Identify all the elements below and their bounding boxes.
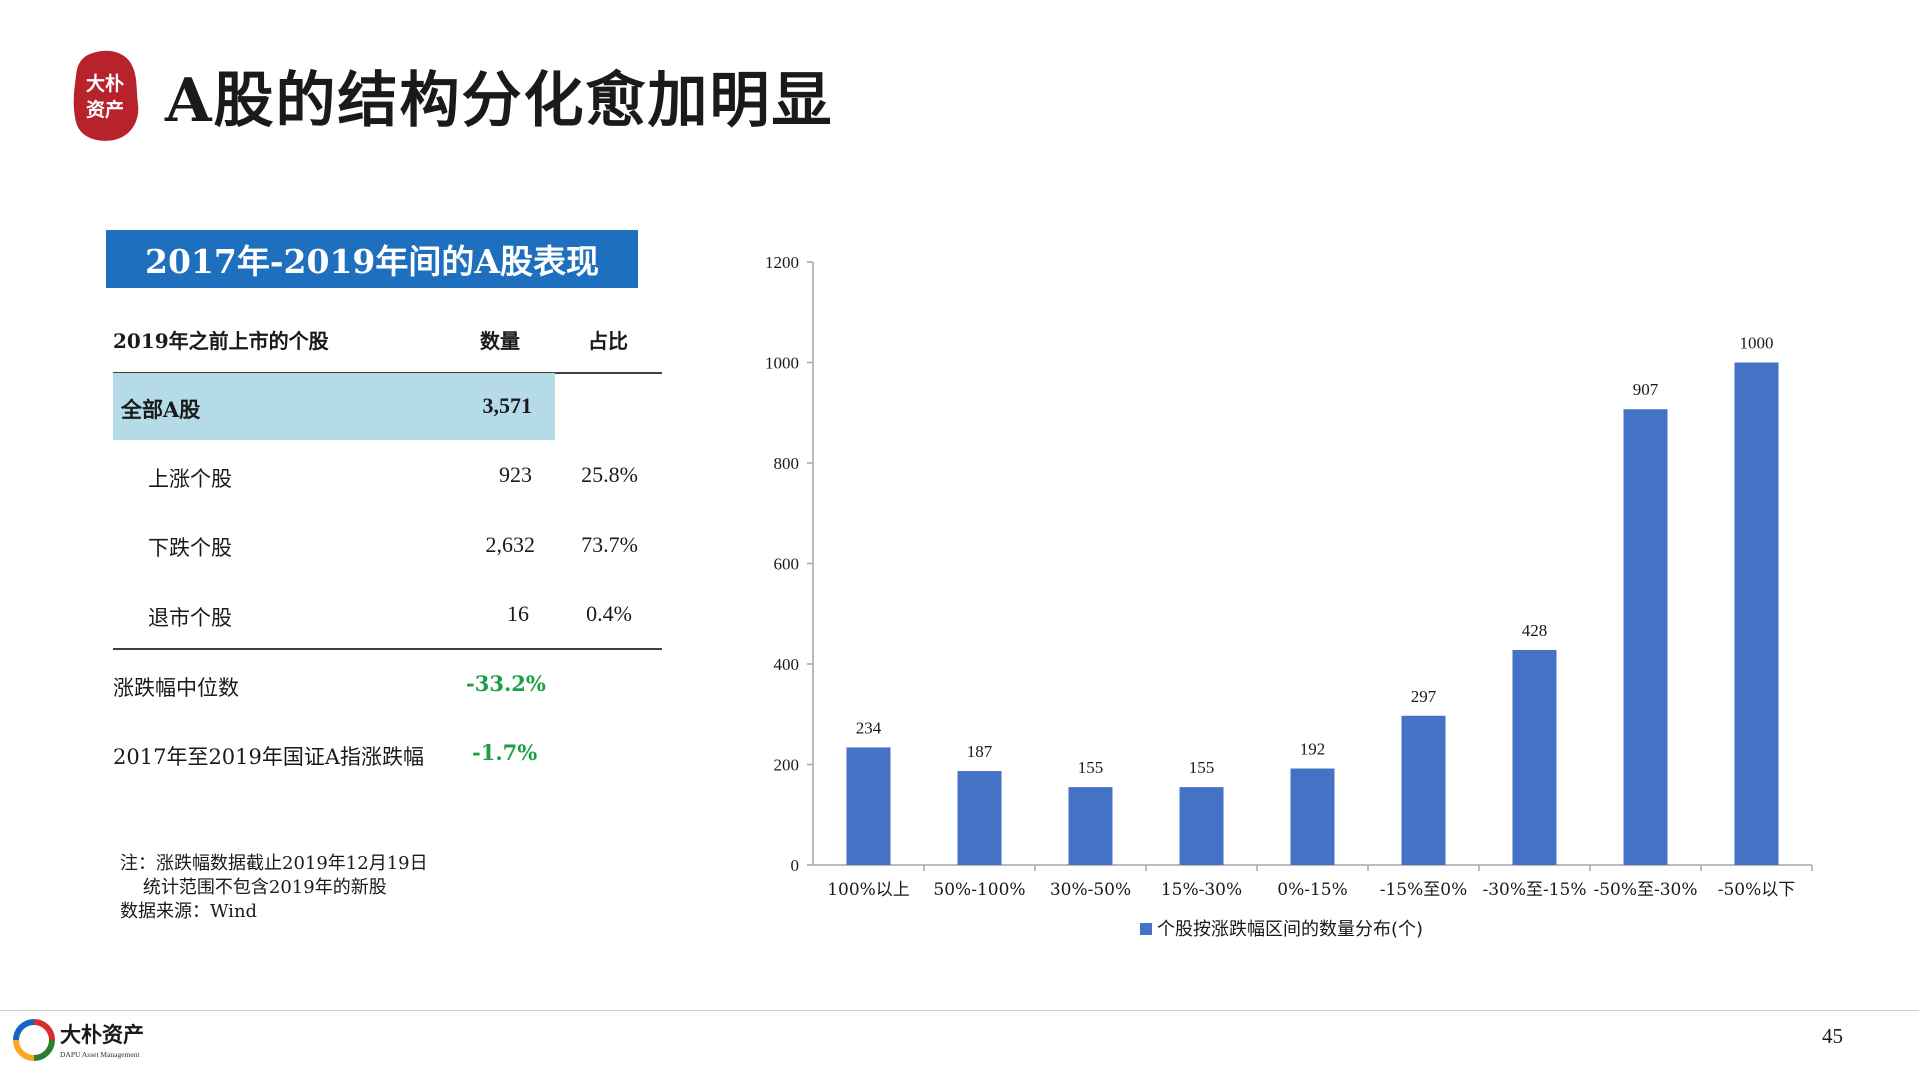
bar-value-label: 428 xyxy=(1522,621,1548,640)
x-tick-label: -50%以下 xyxy=(1718,880,1796,900)
x-tick-label: 30%-50% xyxy=(1050,880,1131,900)
note-line: 注：涨跌幅数据截止2019年12月19日 xyxy=(120,853,428,874)
bar-value-label: 297 xyxy=(1411,687,1437,706)
y-tick-label: 1000 xyxy=(765,354,799,373)
x-tick-label: -30%至-15% xyxy=(1482,880,1586,900)
table-row-label: 上涨个股 xyxy=(148,467,232,491)
table-row-count: 3,571 xyxy=(482,393,533,418)
y-tick-label: 800 xyxy=(774,454,800,473)
table-row-ratio: 73.7% xyxy=(581,532,638,557)
page-number: 45 xyxy=(1822,1024,1843,1048)
median-change-label: 涨跌幅中位数 xyxy=(113,676,239,700)
company-seal-logo: 大朴 资产 xyxy=(73,50,139,141)
table-row-ratio: 0.4% xyxy=(586,601,632,626)
bar-value-label: 155 xyxy=(1078,758,1104,777)
y-tick-label: 0 xyxy=(791,856,800,875)
x-tick-label: -15%至0% xyxy=(1380,880,1468,900)
column-header-stock: 2019年之前上市的个股 xyxy=(113,329,329,353)
bar-value-label: 1000 xyxy=(1740,334,1774,353)
table-notes: 注：涨跌幅数据截止2019年12月19日 统计范围不包含2019年的新股 数据来… xyxy=(120,852,428,924)
bar xyxy=(846,747,891,865)
table-row-count: 2,632 xyxy=(485,532,536,557)
note-line: 数据来源：Wind xyxy=(120,901,258,922)
y-tick-label: 1200 xyxy=(765,253,799,272)
y-tick-label: 200 xyxy=(774,756,800,775)
footer-divider xyxy=(0,1010,1919,1011)
seal-text-bottom: 资产 xyxy=(86,98,124,121)
table-row-count: 16 xyxy=(507,601,529,626)
column-header-count: 数量 xyxy=(480,329,520,353)
table-row-count: 923 xyxy=(499,462,532,487)
footer-logo-subtext: DAPU Asset Management xyxy=(60,1050,140,1059)
table-row-label: 下跌个股 xyxy=(148,536,232,560)
bar-chart: 0 200 400 600 800 1000 1200 234 100%以上 187 50%-100… xyxy=(765,253,1813,940)
seal-text-top: 大朴 xyxy=(86,72,124,95)
bar xyxy=(1290,768,1335,865)
bar-value-label: 155 xyxy=(1189,758,1215,777)
legend-label: 个股按涨跌幅区间的数量分布(个) xyxy=(1157,919,1423,940)
x-tick-label: -50%至-30% xyxy=(1593,880,1697,900)
y-tick-label: 600 xyxy=(774,555,800,574)
highlight-row-background xyxy=(113,373,555,440)
page-title: A股的结构分化愈加明显 xyxy=(165,66,834,136)
bar xyxy=(1179,787,1224,865)
footer-logo-text: 大朴资产 xyxy=(60,1023,144,1047)
table-row-label: 退市个股 xyxy=(148,606,232,630)
bar xyxy=(1401,715,1446,865)
x-tick-label: 100%以上 xyxy=(827,880,910,900)
bar xyxy=(1734,362,1779,865)
bar-value-label: 234 xyxy=(856,718,882,737)
table-bottom-rule xyxy=(113,648,662,650)
x-tick-label: 0%-15% xyxy=(1277,880,1348,900)
ring-logo-icon xyxy=(13,1019,55,1061)
y-tick-label: 400 xyxy=(774,655,800,674)
table-row-label: 全部A股 xyxy=(121,397,201,422)
bar xyxy=(1068,787,1113,865)
index-change-value: -1.7% xyxy=(472,740,538,765)
index-change-label: 2017年至2019年国证A指涨跌幅 xyxy=(113,745,425,769)
column-header-ratio: 占比 xyxy=(588,329,628,353)
bar xyxy=(1512,649,1557,865)
bar xyxy=(1623,409,1668,865)
bar-value-label: 907 xyxy=(1633,380,1659,399)
bar-value-label: 187 xyxy=(967,742,993,761)
x-tick-label: 50%-100% xyxy=(933,880,1025,900)
dapu-footer-logo: 大朴资产 DAPU Asset Management xyxy=(13,1019,144,1061)
bar xyxy=(957,771,1002,865)
table-row-ratio: 25.8% xyxy=(581,462,638,487)
bar-value-label: 192 xyxy=(1300,740,1326,759)
note-line: 统计范围不包含2019年的新股 xyxy=(142,877,387,898)
x-tick-label: 15%-30% xyxy=(1161,880,1242,900)
legend-swatch xyxy=(1140,923,1152,935)
table-banner: 2017年-2019年间的A股表现 xyxy=(106,230,638,288)
median-change-value: -33.2% xyxy=(466,671,546,696)
